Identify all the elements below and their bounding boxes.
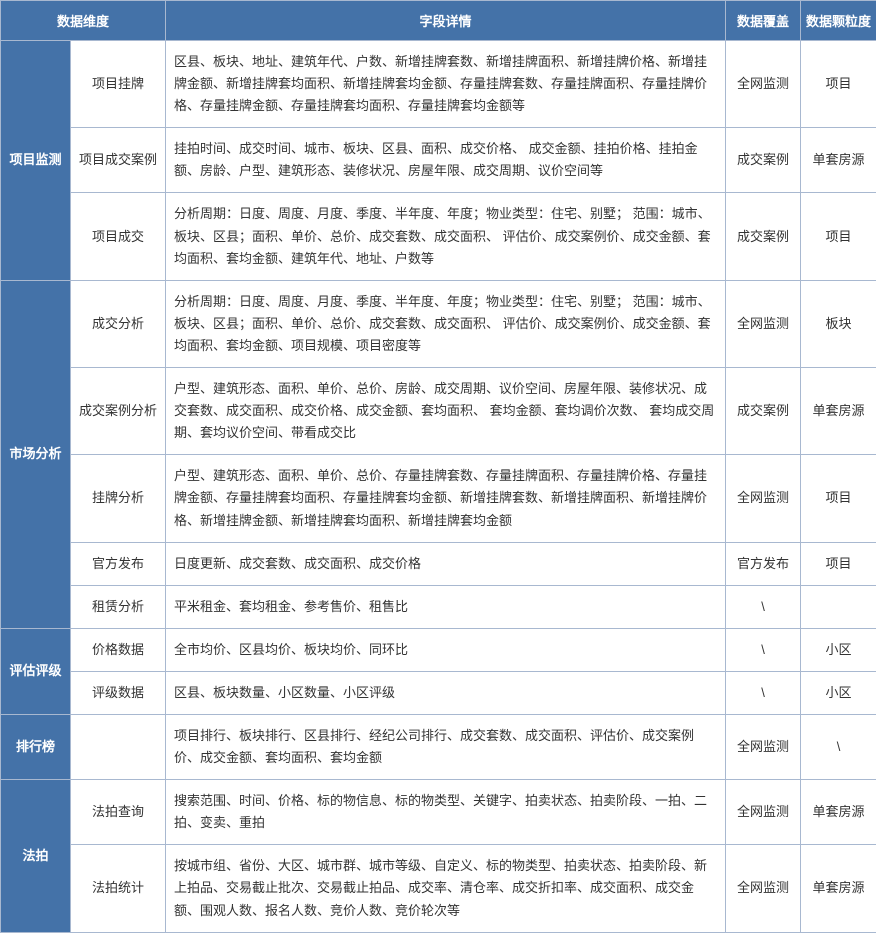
- detail-cell: 平米租金、套均租金、参考售价、租售比: [166, 585, 726, 628]
- detail-cell: 按城市组、省份、大区、城市群、城市等级、自定义、标的物类型、拍卖状态、拍卖阶段、…: [166, 845, 726, 932]
- detail-cell: 挂拍时间、成交时间、城市、板块、区县、面积、成交价格、 成交金额、挂拍价格、挂拍…: [166, 128, 726, 193]
- category-cell: 项目监测: [1, 41, 71, 281]
- subcategory-cell: 法拍统计: [71, 845, 166, 932]
- table-row: 排行榜 项目排行、板块排行、区县排行、经纪公司排行、成交套数、成交面积、评估价、成…: [1, 714, 876, 779]
- detail-cell: 搜索范围、时间、价格、标的物信息、标的物类型、关键字、拍卖状态、拍卖阶段、一拍、…: [166, 780, 726, 845]
- table-row: 租赁分析平米租金、套均租金、参考售价、租售比\: [1, 585, 876, 628]
- coverage-cell: 全网监测: [726, 780, 801, 845]
- subcategory-cell: 挂牌分析: [71, 455, 166, 542]
- coverage-cell: \: [726, 628, 801, 671]
- subcategory-cell: 评级数据: [71, 671, 166, 714]
- subcategory-cell: 成交分析: [71, 280, 166, 367]
- coverage-cell: \: [726, 585, 801, 628]
- table-row: 市场分析成交分析分析周期：日度、周度、月度、季度、半年度、年度；物业类型：住宅、…: [1, 280, 876, 367]
- coverage-cell: 全网监测: [726, 41, 801, 128]
- subcategory-cell: 项目成交案例: [71, 128, 166, 193]
- col-header-dimension: 数据维度: [1, 1, 166, 41]
- table-row: 挂牌分析户型、建筑形态、面积、单价、总价、存量挂牌套数、存量挂牌面积、存量挂牌价…: [1, 455, 876, 542]
- table-row: 成交案例分析户型、建筑形态、面积、单价、总价、房龄、成交周期、议价空间、房屋年限…: [1, 368, 876, 455]
- detail-cell: 区县、板块数量、小区数量、小区评级: [166, 671, 726, 714]
- granularity-cell: 项目: [801, 41, 876, 128]
- subcategory-cell: 租赁分析: [71, 585, 166, 628]
- subcategory-cell: [71, 714, 166, 779]
- col-header-granularity: 数据颗粒度: [801, 1, 876, 41]
- coverage-cell: 成交案例: [726, 193, 801, 280]
- detail-cell: 户型、建筑形态、面积、单价、总价、存量挂牌套数、存量挂牌面积、存量挂牌价格、存量…: [166, 455, 726, 542]
- table-row: 官方发布日度更新、成交套数、成交面积、成交价格官方发布项目: [1, 542, 876, 585]
- granularity-cell: \: [801, 714, 876, 779]
- category-cell: 评估评级: [1, 628, 71, 714]
- col-header-coverage: 数据覆盖: [726, 1, 801, 41]
- granularity-cell: 单套房源: [801, 368, 876, 455]
- subcategory-cell: 法拍查询: [71, 780, 166, 845]
- detail-cell: 全市均价、区县均价、板块均价、同环比: [166, 628, 726, 671]
- subcategory-cell: 价格数据: [71, 628, 166, 671]
- detail-cell: 日度更新、成交套数、成交面积、成交价格: [166, 542, 726, 585]
- granularity-cell: 项目: [801, 193, 876, 280]
- granularity-cell: 小区: [801, 671, 876, 714]
- table-row: 法拍统计按城市组、省份、大区、城市群、城市等级、自定义、标的物类型、拍卖状态、拍…: [1, 845, 876, 932]
- table-row: 评估评级价格数据全市均价、区县均价、板块均价、同环比\小区: [1, 628, 876, 671]
- granularity-cell: 单套房源: [801, 128, 876, 193]
- category-cell: 市场分析: [1, 280, 71, 628]
- table-row: 项目成交案例挂拍时间、成交时间、城市、板块、区县、面积、成交价格、 成交金额、挂…: [1, 128, 876, 193]
- coverage-cell: 官方发布: [726, 542, 801, 585]
- coverage-cell: 全网监测: [726, 845, 801, 932]
- coverage-cell: 成交案例: [726, 368, 801, 455]
- granularity-cell: 小区: [801, 628, 876, 671]
- coverage-cell: 成交案例: [726, 128, 801, 193]
- table-row: 项目监测项目挂牌区县、板块、地址、建筑年代、户数、新增挂牌套数、新增挂牌面积、新…: [1, 41, 876, 128]
- granularity-cell: 单套房源: [801, 780, 876, 845]
- granularity-cell: 项目: [801, 542, 876, 585]
- coverage-cell: \: [726, 671, 801, 714]
- granularity-cell: 板块: [801, 280, 876, 367]
- subcategory-cell: 官方发布: [71, 542, 166, 585]
- subcategory-cell: 成交案例分析: [71, 368, 166, 455]
- data-dimensions-table: 数据维度 字段详情 数据覆盖 数据颗粒度 项目监测项目挂牌区县、板块、地址、建筑…: [0, 0, 876, 933]
- table-row: 项目成交分析周期：日度、周度、月度、季度、半年度、年度；物业类型：住宅、别墅； …: [1, 193, 876, 280]
- detail-cell: 区县、板块、地址、建筑年代、户数、新增挂牌套数、新增挂牌面积、新增挂牌价格、新增…: [166, 41, 726, 128]
- category-cell: 排行榜: [1, 714, 71, 779]
- detail-cell: 户型、建筑形态、面积、单价、总价、房龄、成交周期、议价空间、房屋年限、装修状况、…: [166, 368, 726, 455]
- granularity-cell: [801, 585, 876, 628]
- coverage-cell: 全网监测: [726, 455, 801, 542]
- subcategory-cell: 项目挂牌: [71, 41, 166, 128]
- table-row: 评级数据区县、板块数量、小区数量、小区评级\小区: [1, 671, 876, 714]
- coverage-cell: 全网监测: [726, 714, 801, 779]
- coverage-cell: 全网监测: [726, 280, 801, 367]
- subcategory-cell: 项目成交: [71, 193, 166, 280]
- detail-cell: 项目排行、板块排行、区县排行、经纪公司排行、成交套数、成交面积、评估价、成交案例…: [166, 714, 726, 779]
- table-header-row: 数据维度 字段详情 数据覆盖 数据颗粒度: [1, 1, 876, 41]
- col-header-detail: 字段详情: [166, 1, 726, 41]
- detail-cell: 分析周期：日度、周度、月度、季度、半年度、年度；物业类型：住宅、别墅； 范围：城…: [166, 280, 726, 367]
- granularity-cell: 项目: [801, 455, 876, 542]
- granularity-cell: 单套房源: [801, 845, 876, 932]
- detail-cell: 分析周期：日度、周度、月度、季度、半年度、年度；物业类型：住宅、别墅； 范围：城…: [166, 193, 726, 280]
- table-row: 法拍法拍查询搜索范围、时间、价格、标的物信息、标的物类型、关键字、拍卖状态、拍卖…: [1, 780, 876, 845]
- category-cell: 法拍: [1, 780, 71, 932]
